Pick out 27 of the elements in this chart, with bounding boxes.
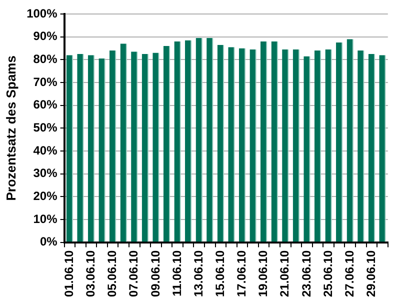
y-tick-label: 100% bbox=[26, 6, 58, 20]
x-tick-label: 21.06.10 bbox=[278, 250, 292, 298]
x-tick-label: 29.06.10 bbox=[364, 250, 378, 298]
x-tick-label: 15.06.10 bbox=[213, 250, 228, 298]
x-tick-label: 13.06.10 bbox=[191, 250, 206, 298]
y-tick-label: 10% bbox=[33, 212, 58, 226]
y-tick-label: 30% bbox=[33, 166, 58, 180]
x-tick-label: 19.06.10 bbox=[256, 250, 270, 298]
x-tick-label: 27.06.10 bbox=[342, 250, 356, 298]
y-tick-label: 90% bbox=[33, 29, 58, 44]
x-tick-label: 23.06.10 bbox=[299, 250, 314, 298]
x-tick-label: 05.06.10 bbox=[105, 250, 120, 298]
x-tick-label: 11.06.10 bbox=[170, 250, 184, 296]
y-tick-label: 70% bbox=[33, 74, 58, 89]
y-tick-label: 50% bbox=[33, 120, 58, 134]
x-tick-label: 17.06.10 bbox=[234, 250, 249, 298]
x-tick-label: 07.06.10 bbox=[126, 250, 141, 298]
x-tick-label: 09.06.10 bbox=[148, 250, 162, 298]
y-axis-title: Prozentsatz des Spams bbox=[3, 56, 18, 201]
y-tick-label: 0% bbox=[40, 234, 58, 249]
y-tick-label: 60% bbox=[33, 98, 58, 112]
x-tick-label: 01.06.10 bbox=[62, 250, 76, 298]
x-tick-label: 25.06.10 bbox=[320, 250, 335, 298]
y-tick-label: 40% bbox=[33, 143, 58, 158]
y-tick-label: 20% bbox=[33, 188, 58, 203]
x-tick-label: 03.06.10 bbox=[84, 250, 98, 298]
y-tick-label: 80% bbox=[33, 52, 58, 66]
